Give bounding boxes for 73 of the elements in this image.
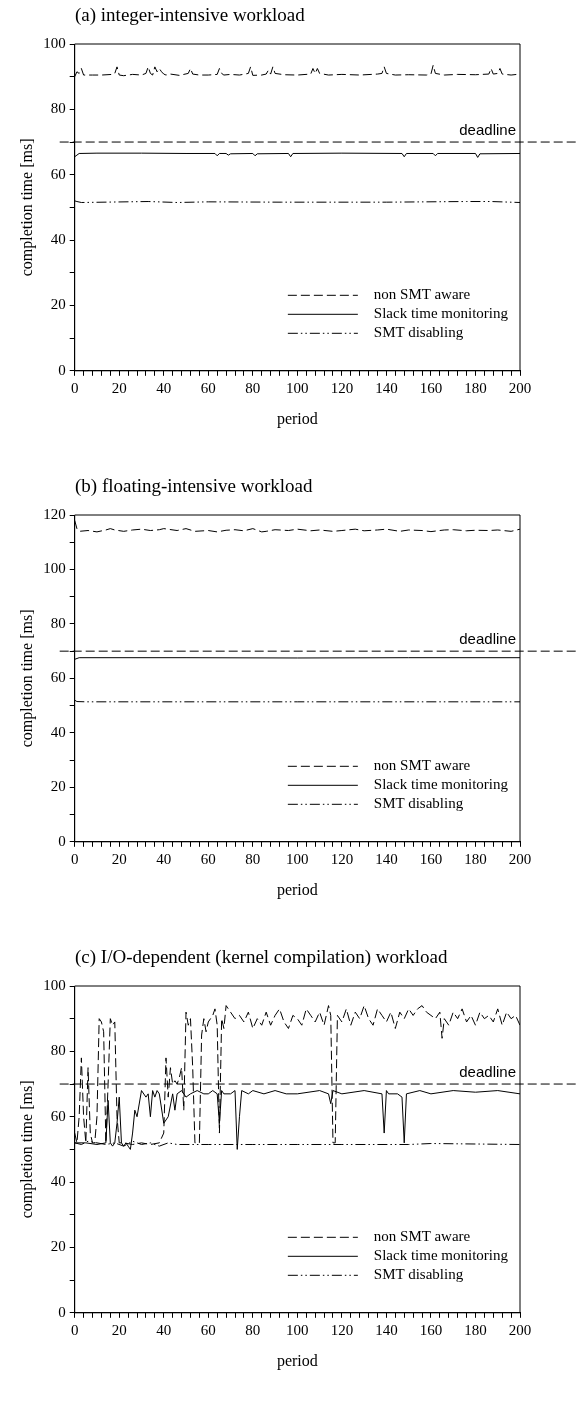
- legend-label: Slack time monitoring: [373, 776, 509, 793]
- x-tick-label: 120: [330, 1321, 354, 1338]
- x-tick-label: 20: [111, 850, 127, 867]
- x-tick-label: 140: [375, 850, 398, 867]
- ref-line-label: deadline: [459, 1062, 516, 1080]
- x-tick-label: 180: [464, 1321, 487, 1338]
- legend-label: Slack time monitoring: [373, 1247, 509, 1264]
- y-tick-label: 40: [50, 231, 66, 248]
- x-tick-label: 200: [508, 379, 532, 396]
- legend-label: SMT disabling: [373, 795, 464, 812]
- y-tick-label: 20: [50, 778, 66, 795]
- y-tick-label: 80: [50, 614, 66, 631]
- x-tick-label: 0: [70, 1321, 79, 1338]
- x-tick-label: 80: [245, 379, 261, 396]
- x-tick-label: 120: [330, 379, 354, 396]
- y-axis-title: completion time [ms]: [17, 1080, 36, 1219]
- y-axis-title: completion time [ms]: [17, 138, 36, 277]
- x-tick-label: 80: [245, 1321, 261, 1338]
- y-tick-label: 100: [43, 34, 66, 51]
- x-tick-label: 160: [419, 1321, 443, 1338]
- x-tick-label: 20: [111, 379, 127, 396]
- x-tick-label: 120: [330, 850, 354, 867]
- y-tick-label: 40: [50, 723, 66, 740]
- ref-line-label: deadline: [459, 629, 516, 647]
- y-tick-label: 60: [50, 165, 66, 182]
- y-tick-label: 20: [50, 296, 66, 313]
- x-tick-label: 180: [464, 379, 487, 396]
- x-tick-label: 0: [70, 379, 79, 396]
- x-tick-label: 200: [508, 850, 532, 867]
- y-tick-label: 60: [50, 1107, 66, 1124]
- y-axis-title: completion time [ms]: [17, 609, 36, 748]
- legend-label: SMT disabling: [373, 1266, 464, 1283]
- x-tick-label: 140: [375, 1321, 398, 1338]
- legend-label: Slack time monitoring: [373, 305, 509, 322]
- x-tick-label: 160: [419, 379, 443, 396]
- legend-label: non SMT aware: [373, 757, 471, 774]
- x-tick-label: 140: [375, 379, 398, 396]
- y-tick-label: 80: [50, 100, 66, 117]
- x-tick-label: 40: [156, 1321, 172, 1338]
- y-tick-label: 40: [50, 1173, 66, 1190]
- y-tick-label: 60: [50, 669, 66, 686]
- y-tick-label: 100: [43, 976, 66, 993]
- y-tick-label: 0: [58, 361, 66, 378]
- x-tick-label: 100: [286, 850, 309, 867]
- x-tick-label: 200: [508, 1321, 532, 1338]
- legend-label: non SMT aware: [373, 286, 471, 303]
- ref-line-label: deadline: [459, 120, 516, 138]
- legend-label: non SMT aware: [373, 1228, 471, 1245]
- x-tick-label: 160: [419, 850, 443, 867]
- x-tick-label: 60: [200, 379, 216, 396]
- x-tick-label: 40: [156, 379, 172, 396]
- x-tick-label: 100: [286, 1321, 309, 1338]
- x-axis-title: period: [276, 409, 318, 428]
- y-tick-label: 80: [50, 1042, 66, 1059]
- x-tick-label: 60: [200, 1321, 216, 1338]
- y-tick-label: 0: [58, 1303, 66, 1320]
- chart-title: (b) floating-intensive workload: [74, 474, 314, 498]
- x-axis-title: period: [276, 880, 318, 899]
- y-tick-label: 0: [58, 832, 66, 849]
- x-tick-label: 40: [156, 850, 172, 867]
- legend-label: SMT disabling: [373, 324, 464, 341]
- x-tick-label: 20: [111, 1321, 127, 1338]
- chart-title: (a) integer-intensive workload: [74, 3, 306, 27]
- y-tick-label: 100: [43, 560, 66, 577]
- x-tick-label: 180: [464, 850, 487, 867]
- x-tick-label: 60: [200, 850, 216, 867]
- x-tick-label: 0: [70, 850, 79, 867]
- y-tick-label: 120: [43, 505, 66, 522]
- x-tick-label: 80: [245, 850, 261, 867]
- x-axis-title: period: [276, 1351, 318, 1370]
- chart-title: (c) I/O-dependent (kernel compilation) workload: [74, 945, 449, 969]
- x-tick-label: 100: [286, 379, 309, 396]
- y-tick-label: 20: [50, 1238, 66, 1255]
